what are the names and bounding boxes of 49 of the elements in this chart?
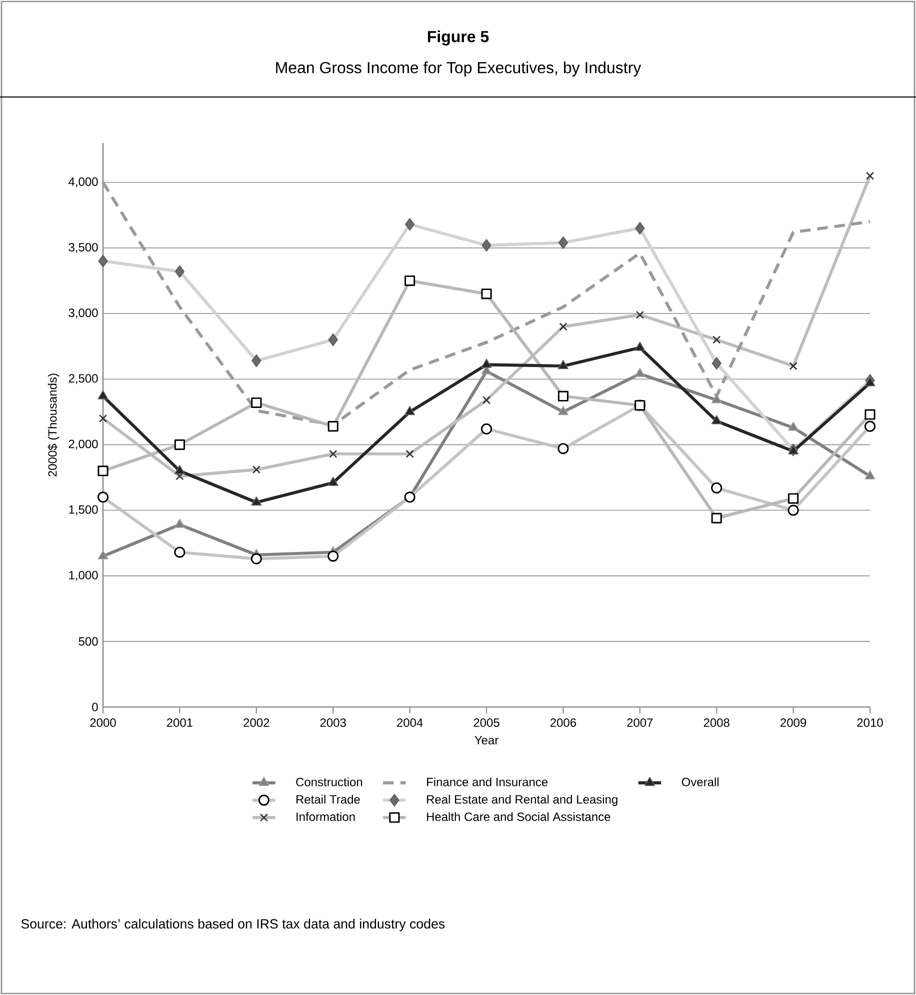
legend-label: Information: [296, 812, 355, 822]
legend-label: Health Care and Social Assistance: [427, 812, 610, 822]
point: [98, 550, 108, 560]
x-tick-label: 2009: [780, 718, 806, 727]
point: [404, 406, 416, 416]
y-tick-label: 2,000: [68, 440, 98, 450]
y-tick-label: 3,000: [68, 308, 98, 318]
y-axis-title: 2000$ (Thousands): [48, 374, 60, 476]
legend-label: Real Estate and Rental and Leasing: [427, 794, 618, 806]
point: [864, 377, 876, 386]
chart-subtitle: Mean Gross Income for Top Executives, by Industry: [276, 62, 642, 76]
point: [251, 496, 262, 506]
point: [174, 464, 185, 474]
point: [558, 406, 568, 416]
legend-label: Retail Trade: [296, 794, 360, 804]
y-tick-label: 500: [78, 637, 98, 646]
y-tick-label: 0: [92, 702, 98, 712]
x-tick-label: 2006: [550, 718, 576, 727]
y-tick-label: 3,500: [68, 242, 98, 253]
x-tick-label: 2001: [166, 718, 192, 727]
y-tick-label: 4,000: [68, 177, 98, 188]
y-tick-label: 1,500: [69, 505, 98, 516]
point: [634, 368, 646, 378]
point: [98, 390, 108, 400]
y-tick-label: 1,000: [69, 570, 98, 581]
legend-label: Construction: [296, 777, 362, 786]
x-tick-label: 2004: [397, 718, 423, 727]
x-tick-label: 2008: [704, 718, 730, 727]
point: [788, 422, 799, 431]
x-tick-label: 2007: [627, 718, 653, 727]
legend-label: Overall: [682, 777, 719, 786]
point: [711, 394, 722, 404]
point: [174, 518, 185, 528]
point: [558, 360, 568, 370]
point: [711, 415, 722, 424]
x-tick-label: 2005: [474, 718, 500, 727]
legend-label: Finance and Insurance: [427, 777, 548, 786]
x-tick-label: 2000: [90, 718, 116, 727]
point: [481, 358, 492, 368]
x-tick-label: 2010: [857, 718, 883, 727]
chart-title: Figure 5: [428, 30, 489, 46]
x-tick-label: 2002: [244, 718, 270, 727]
source-note: Source: Authors’ calculations based on IRS tax data and industry codes: [21, 918, 445, 932]
x-axis-title: Year: [474, 736, 498, 744]
point: [864, 470, 876, 480]
y-tick-label: 2,500: [68, 374, 98, 384]
x-tick-label: 2003: [320, 718, 346, 727]
point: [328, 476, 338, 486]
point: [634, 342, 646, 351]
